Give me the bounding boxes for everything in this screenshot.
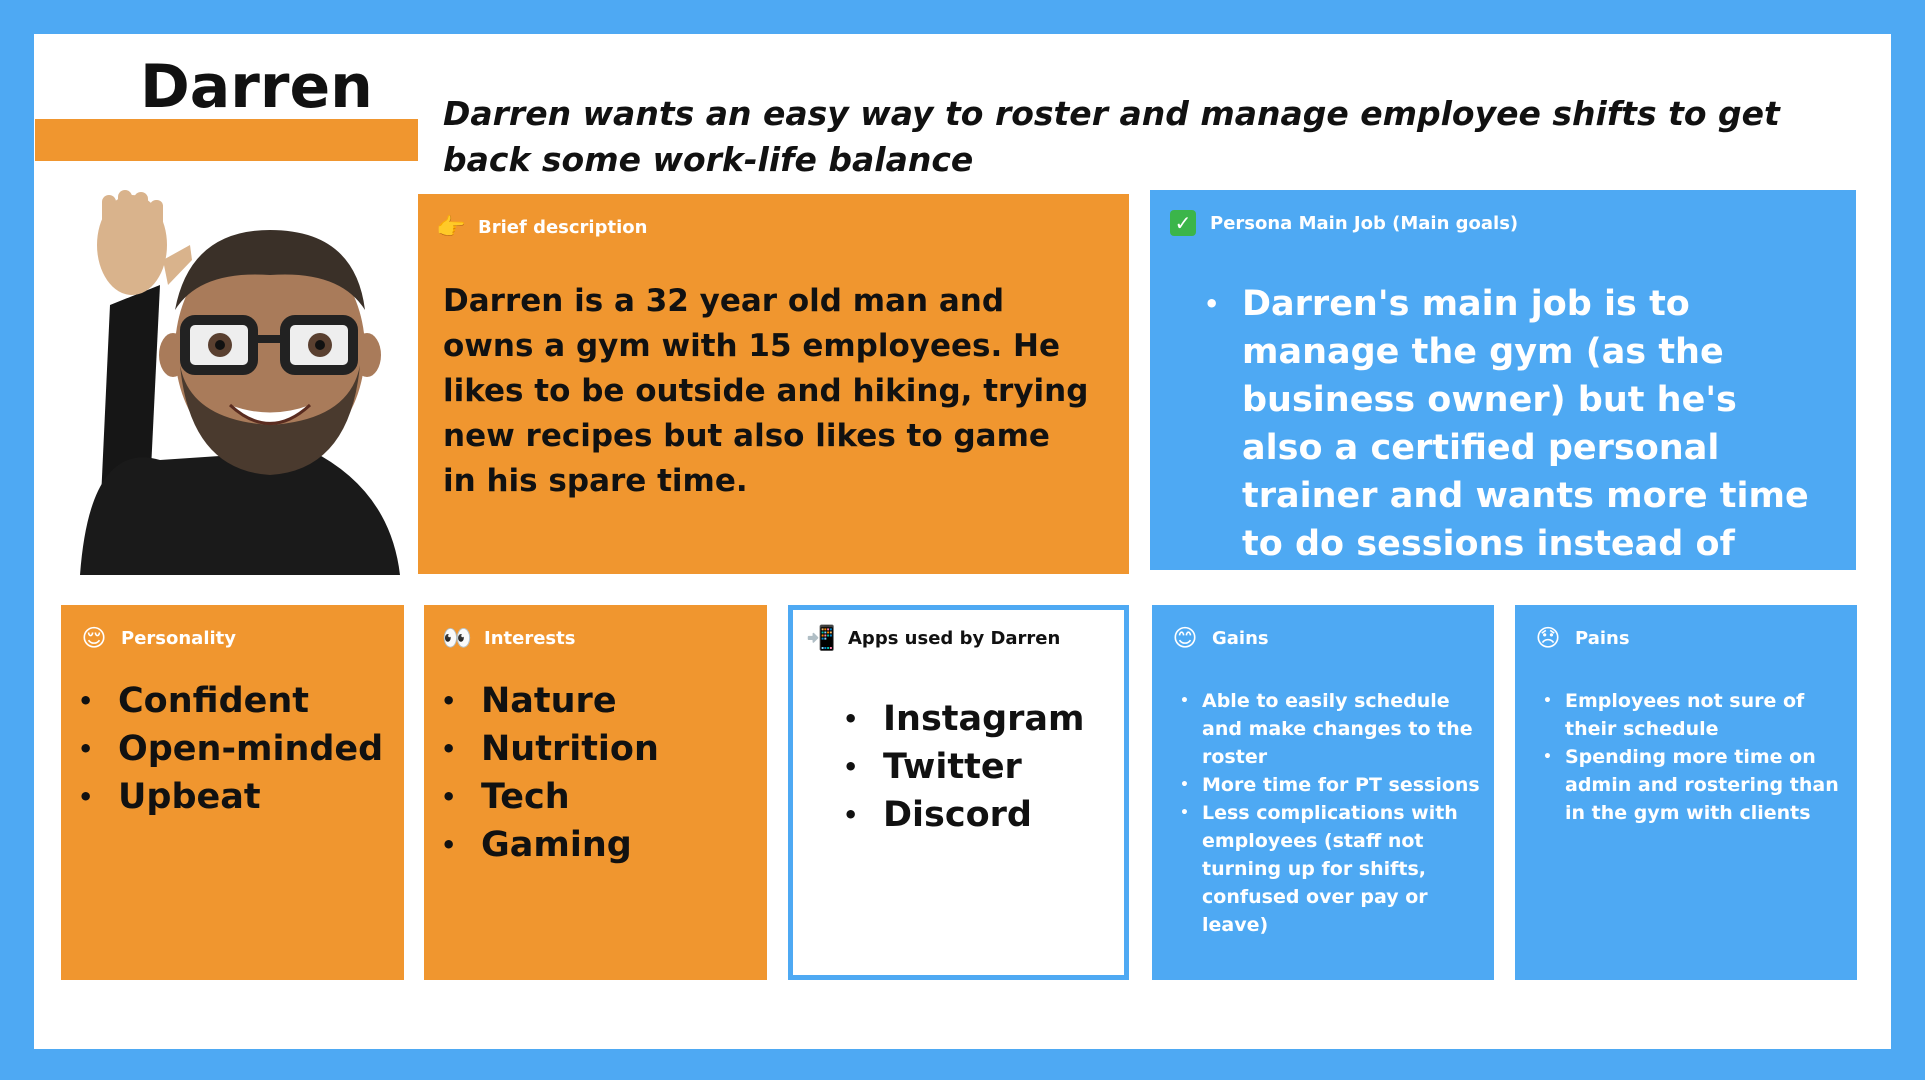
pains-list: Employees not sure of their schedule Spe…: [1543, 687, 1843, 827]
personality-header: 😌 Personality: [81, 625, 236, 651]
personality-title: Personality: [121, 627, 236, 649]
pains-item: Employees not sure of their schedule: [1543, 687, 1843, 743]
check-mark-icon: ✓: [1170, 210, 1196, 236]
gains-item: Less complications with employees (staff…: [1180, 799, 1480, 939]
interests-item: Tech: [441, 773, 751, 821]
gains-card: 😊 Gains Able to easily schedule and make…: [1152, 605, 1494, 980]
pointing-hand-icon: 👉: [436, 213, 466, 241]
interests-header: 👀 Interests: [442, 624, 576, 652]
interests-item: Gaming: [441, 821, 751, 869]
main-job-header: ✓ Persona Main Job (Main goals): [1170, 210, 1518, 236]
avatar: [80, 190, 400, 575]
mobile-phone-arrow-icon: 📲: [806, 624, 836, 652]
persona-tagline: Darren wants an easy way to roster and m…: [443, 94, 1780, 179]
main-job-title: Persona Main Job (Main goals): [1210, 212, 1519, 234]
personality-item: Confident: [78, 677, 388, 725]
gains-title: Gains: [1212, 627, 1269, 649]
apps-item: Discord: [843, 791, 1113, 839]
pains-title: Pains: [1575, 627, 1630, 649]
personality-item: Open-minded: [78, 725, 388, 773]
main-job-card: ✓ Persona Main Job (Main goals) Darren's…: [1150, 190, 1856, 612]
name-underline-bar: [35, 119, 418, 161]
brief-description-title: Brief description: [478, 216, 648, 238]
brief-description-text: Darren is a 32 year old man and owns a g…: [443, 283, 1089, 499]
relieved-face-icon: 😌: [81, 624, 107, 652]
interests-item: Nature: [441, 677, 751, 725]
personality-item: Upbeat: [78, 773, 388, 821]
main-job-item: Darren's main job is to manage the gym (…: [1204, 280, 1829, 616]
interests-title: Interests: [484, 627, 576, 649]
gains-item: Able to easily schedule and make changes…: [1180, 687, 1480, 771]
persona-name: Darren: [140, 52, 373, 122]
gains-header: 😊 Gains: [1172, 624, 1269, 652]
apps-title: Apps used by Darren: [848, 627, 1061, 649]
disappointed-face-icon: 😞: [1535, 624, 1561, 652]
apps-card: 📲 Apps used by Darren Instagram Twitter …: [788, 605, 1129, 980]
apps-item: Instagram: [843, 695, 1113, 743]
pains-header: 😞 Pains: [1535, 624, 1630, 652]
eyes-icon: 👀: [442, 624, 472, 652]
pains-card: 😞 Pains Employees not sure of their sche…: [1515, 605, 1857, 980]
apps-item: Twitter: [843, 743, 1113, 791]
apps-header: 📲 Apps used by Darren: [806, 624, 1061, 652]
interests-item: Nutrition: [441, 725, 751, 773]
main-job-list: Darren's main job is to manage the gym (…: [1204, 280, 1829, 616]
smiling-face-icon: 😊: [1172, 624, 1198, 652]
apps-list: Instagram Twitter Discord: [843, 695, 1113, 839]
gains-item: More time for PT sessions: [1180, 771, 1480, 799]
gains-list: Able to easily schedule and make changes…: [1180, 687, 1480, 939]
brief-description-header: 👉 Brief description: [436, 213, 648, 241]
brief-description-card: 👉 Brief description Darren is a 32 year …: [418, 194, 1129, 574]
personality-card: 😌 Personality Confident Open-minded Upbe…: [61, 605, 404, 980]
interests-list: Nature Nutrition Tech Gaming: [441, 677, 751, 869]
pains-item: Spending more time on admin and rosterin…: [1543, 743, 1843, 827]
interests-card: 👀 Interests Nature Nutrition Tech Gaming: [424, 605, 767, 980]
personality-list: Confident Open-minded Upbeat: [78, 677, 388, 821]
